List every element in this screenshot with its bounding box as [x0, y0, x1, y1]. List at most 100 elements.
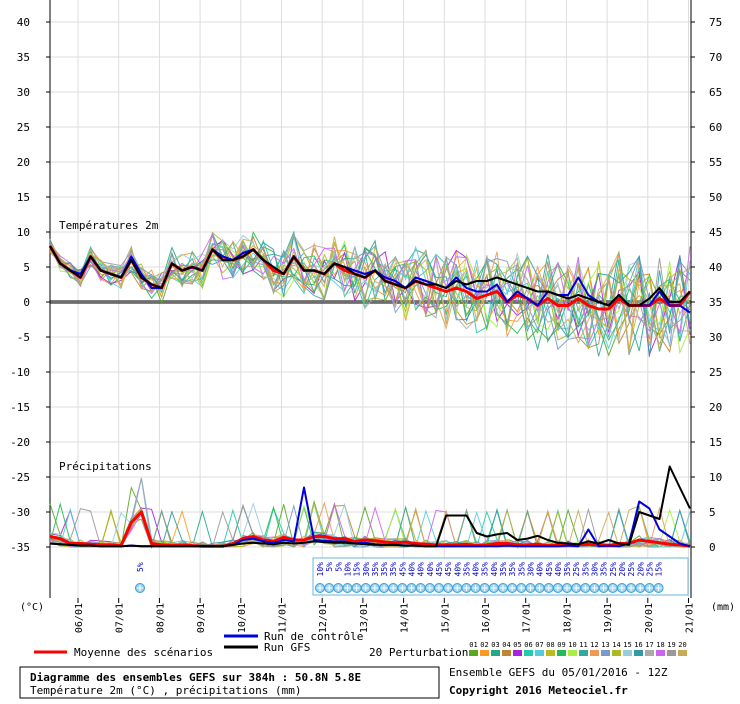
x-tick-label: 13/01: [359, 603, 370, 633]
legend-perturbations-label: 20 Perturbations: [369, 646, 475, 659]
member-color-swatch: [480, 650, 489, 656]
left-tick-label: 15: [17, 191, 30, 204]
snow-percentage-label: 40%: [536, 562, 545, 577]
x-tick-label: 06/01: [74, 603, 85, 633]
member-number-label: 17: [645, 641, 653, 649]
x-tick-label: 10/01: [237, 603, 248, 633]
snow-percentage-label: 20%: [636, 562, 645, 577]
left-tick-label: -35: [10, 541, 30, 554]
snow-percentage-label: 10%: [343, 562, 352, 577]
right-tick-label: 75: [709, 16, 722, 29]
snow-percentage-label: 35%: [481, 562, 490, 577]
right-tick-label: 65: [709, 86, 722, 99]
snow-percentage-label: 30%: [591, 562, 600, 577]
snow-percentage-label: 40%: [408, 562, 417, 577]
x-tick-label: 11/01: [278, 603, 289, 633]
left-tick-label: 35: [17, 51, 30, 64]
snow-percentage-label: 40%: [453, 562, 462, 577]
snow-percentage-label: 35%: [581, 562, 590, 577]
right-tick-label: 0: [709, 541, 716, 554]
member-color-swatch: [513, 650, 522, 656]
member-color-swatch: [667, 650, 676, 656]
snow-percentage-label: 5%: [325, 562, 334, 572]
snow-percentage-label: 45%: [398, 562, 407, 577]
member-number-label: 18: [656, 641, 664, 649]
member-color-swatch: [623, 650, 632, 656]
right-tick-label: 20: [709, 401, 722, 414]
right-tick-label: 60: [709, 121, 722, 134]
legend-control-label: Run de contrôle: [264, 630, 363, 643]
member-color-swatch: [535, 650, 544, 656]
x-tick-label: 14/01: [400, 603, 411, 633]
right-tick-label: 25: [709, 366, 722, 379]
left-tick-label: -25: [10, 471, 30, 484]
left-unit-label: (°C): [20, 602, 44, 613]
mean-precipitation-line: [49, 510, 691, 548]
footer-subtitle: Température 2m (°C) , précipitations (mm…: [30, 684, 302, 697]
member-color-swatch: [612, 650, 621, 656]
x-tick-labels: 06/01 07/01 08/01 09/01 10/01 11/01 12/01 13/01…: [74, 598, 696, 633]
x-tick-label: 12/01: [318, 603, 329, 633]
member-number-label: 16: [634, 641, 642, 649]
snow-percentage-label: 35%: [508, 562, 517, 577]
member-color-swatch: [590, 650, 599, 656]
snow-percentage-label: 5%: [136, 562, 145, 572]
x-tick-label: 17/01: [522, 603, 533, 633]
member-color-swatch: [601, 650, 610, 656]
snow-percentage-label: 25%: [609, 562, 618, 577]
snow-percentage-label: 45%: [545, 562, 554, 577]
left-tick-label: 20: [17, 156, 30, 169]
member-number-label: 07: [535, 641, 543, 649]
left-tick-label: -30: [10, 506, 30, 519]
snow-percentage-label: 35%: [371, 562, 380, 577]
grid-lines: [50, 0, 691, 598]
snow-percentage-label: 40%: [417, 562, 426, 577]
member-color-swatch: [557, 650, 566, 656]
member-number-label: 11: [579, 641, 587, 649]
right-tick-label: 40: [709, 261, 722, 274]
snow-percentage-label: 35%: [563, 562, 572, 577]
footer-title: Diagramme des ensembles GEFS sur 384h : …: [30, 671, 361, 684]
right-tick-label: 10: [709, 471, 722, 484]
snow-percentage-label: 25%: [645, 562, 654, 577]
x-tick-label: 15/01: [440, 603, 451, 633]
member-number-label: 01: [469, 641, 477, 649]
snow-percentage-label: 20%: [618, 562, 627, 577]
member-color-swatch: [634, 650, 643, 656]
snow-percentage-label: 45%: [444, 562, 453, 577]
right-tick-label: 15: [709, 436, 722, 449]
control-temperature-line: [49, 245, 691, 314]
snow-percentage-label: 15%: [353, 562, 362, 577]
member-number-label: 20: [678, 641, 686, 649]
left-tick-labels: 40 35 30 25 20 15 10 5 0 -5 -10 -15 -20 -25 -30 -35: [10, 16, 50, 554]
snow-percentage-label: 40%: [426, 562, 435, 577]
member-color-swatch: [656, 650, 665, 656]
member-number-label: 05: [513, 641, 521, 649]
legend: Moyenne des scénarios Run de contrôleRun …: [34, 630, 687, 659]
member-color-swatch: [469, 650, 478, 656]
snow-percentage-label: 45%: [435, 562, 444, 577]
snow-percentage-label: 40%: [490, 562, 499, 577]
left-tick-label: 5: [23, 261, 30, 274]
snow-percentage-label: 15%: [655, 562, 664, 577]
left-tick-label: 30: [17, 86, 30, 99]
member-color-swatch: [546, 650, 555, 656]
member-number-label: 10: [568, 641, 576, 649]
x-tick-label: 21/01: [685, 603, 696, 633]
right-tick-label: 30: [709, 331, 722, 344]
member-color-swatch: [491, 650, 500, 656]
member-color-swatch: [678, 650, 687, 656]
ensemble-member-temperature-line: [49, 231, 691, 351]
legend-gfs-label: Run GFS: [264, 641, 310, 654]
x-tick-label: 09/01: [196, 603, 207, 633]
x-tick-label: 18/01: [562, 603, 573, 633]
member-number-label: 06: [524, 641, 532, 649]
member-number-label: 04: [502, 641, 510, 649]
gfs-precipitation-line: [49, 465, 691, 548]
member-number-label: 19: [667, 641, 675, 649]
x-tick-label: 19/01: [603, 603, 614, 633]
right-tick-label: 5: [709, 506, 716, 519]
legend-mean-label: Moyenne des scénarios: [74, 646, 213, 659]
